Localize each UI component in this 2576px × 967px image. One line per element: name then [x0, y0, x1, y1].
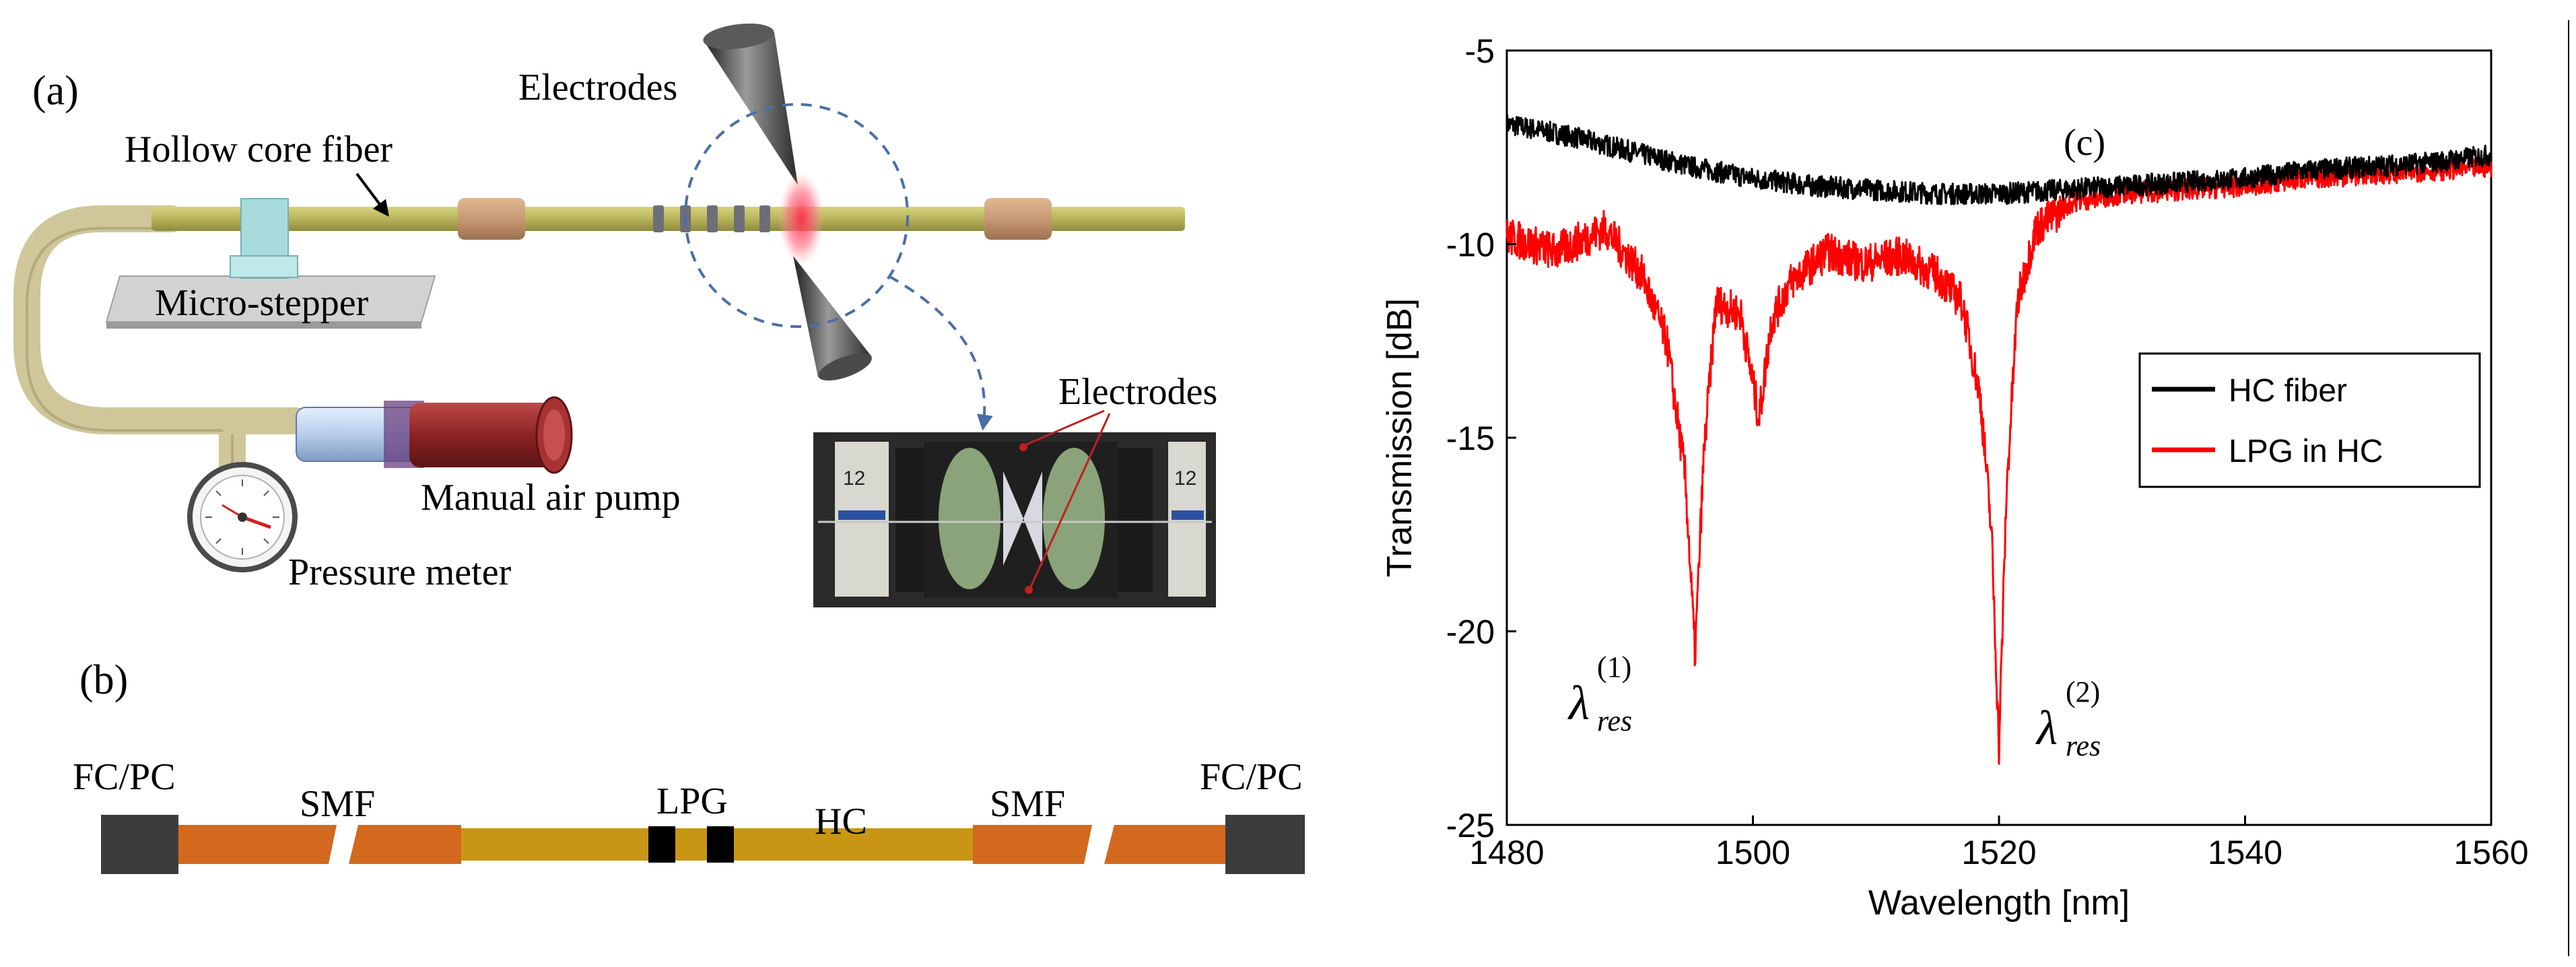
legend: HC fiber LPG in HC — [2138, 352, 2481, 488]
series-line-lpg-in-hc — [1505, 156, 2493, 765]
manual-air-pump-label: Manual air pump — [421, 477, 681, 519]
legend-label-hc: HC fiber — [2229, 373, 2347, 409]
sleeve-right — [984, 198, 1052, 240]
svg-text:(2): (2) — [2066, 675, 2100, 708]
svg-text:(1): (1) — [1597, 651, 1631, 683]
curves-layer — [1505, 114, 2493, 765]
panel-c-label: (c) — [2064, 122, 2105, 164]
hollow-core-fiber-label: Hollow core fiber — [125, 129, 393, 170]
panel-b-label: (b) — [79, 657, 128, 703]
panel-b: (b) FC/PC SMF LPG HC SMF FC/PC — [73, 657, 1305, 874]
arc-spark — [778, 172, 824, 266]
electrodes-photo-label: Electrodes — [1058, 371, 1217, 413]
y-tick-label--15: -15 — [1446, 420, 1495, 457]
y-tick-label--5: -5 — [1465, 32, 1495, 70]
svg-text:λ: λ — [1567, 676, 1590, 730]
hollow-core-fiber — [151, 207, 1185, 231]
smf-left-segment-1 — [178, 825, 337, 864]
micro-stepper — [105, 198, 436, 329]
connector-right — [1225, 815, 1305, 874]
grating-marks — [653, 205, 770, 232]
y-axis-title: Transmission [dB] — [1380, 298, 1419, 577]
y-tick-label--20: -20 — [1446, 613, 1495, 651]
y-tick-label--10: -10 — [1446, 226, 1495, 264]
lpg-label: LPG — [656, 780, 728, 822]
sleeve-left — [458, 198, 525, 240]
panel-c-chart: 1480 1500 1520 1540 1560 -5 -10 -15 -20 -25 Wavel… — [1380, 32, 2529, 923]
manual-air-pump — [296, 396, 573, 474]
x-tick-label-1560: 1560 — [2453, 834, 2528, 871]
svg-text:res: res — [2066, 729, 2101, 762]
x-tick-label-1540: 1540 — [2208, 834, 2282, 871]
x-tick-label-1480: 1480 — [1469, 834, 1544, 871]
electrodes-top-label: Electrodes — [518, 67, 677, 108]
fcpc-right-label: FC/PC — [1200, 756, 1303, 798]
connector-left — [101, 815, 178, 874]
x-tick-label-1520: 1520 — [1961, 834, 2036, 871]
svg-text:res: res — [1597, 704, 1632, 737]
fcpc-left-label: FC/PC — [73, 756, 176, 798]
pressure-tube — [13, 205, 246, 485]
smf-left-label: SMF — [300, 783, 375, 825]
x-axis-title: Wavelength [nm] — [1868, 883, 2130, 923]
smf-right-segment-1 — [973, 825, 1092, 864]
lpg-mark-2 — [707, 826, 734, 863]
zoom-arrow — [888, 275, 993, 431]
pressure-meter — [187, 462, 298, 572]
resonance-label-1: λ (1) res — [1567, 651, 1632, 737]
electrodes-photo: 12 12 — [813, 409, 1216, 607]
panel-a: (a) Micro-stepper Hollow core fiber — [13, 24, 1217, 607]
micro-stepper-label: Micro-stepper — [155, 282, 369, 324]
ticks-layer: 1480 1500 1520 1540 1560 -5 -10 -15 -20 -25 — [1446, 32, 2529, 871]
svg-text:λ: λ — [2035, 701, 2058, 755]
zoom-circle — [684, 103, 909, 328]
pressure-meter-label: Pressure meter — [288, 552, 512, 593]
smf-right-label: SMF — [990, 783, 1065, 825]
hc-label: HC — [815, 801, 867, 842]
legend-label-lpg: LPG in HC — [2229, 434, 2383, 469]
panel-a-label: (a) — [32, 68, 79, 114]
resonance-label-2: λ (2) res — [2035, 675, 2101, 762]
lpg-mark-1 — [648, 826, 675, 863]
smf-right-segment-2 — [1104, 825, 1225, 864]
x-tick-label-1500: 1500 — [1716, 834, 1790, 871]
electrode-cones — [703, 24, 872, 381]
series-line-hc-fiber — [1505, 114, 2493, 205]
smf-left-segment-2 — [349, 825, 461, 864]
y-tick-label--25: -25 — [1446, 807, 1495, 844]
svg-text:12: 12 — [843, 467, 865, 490]
svg-text:12: 12 — [1174, 467, 1196, 490]
